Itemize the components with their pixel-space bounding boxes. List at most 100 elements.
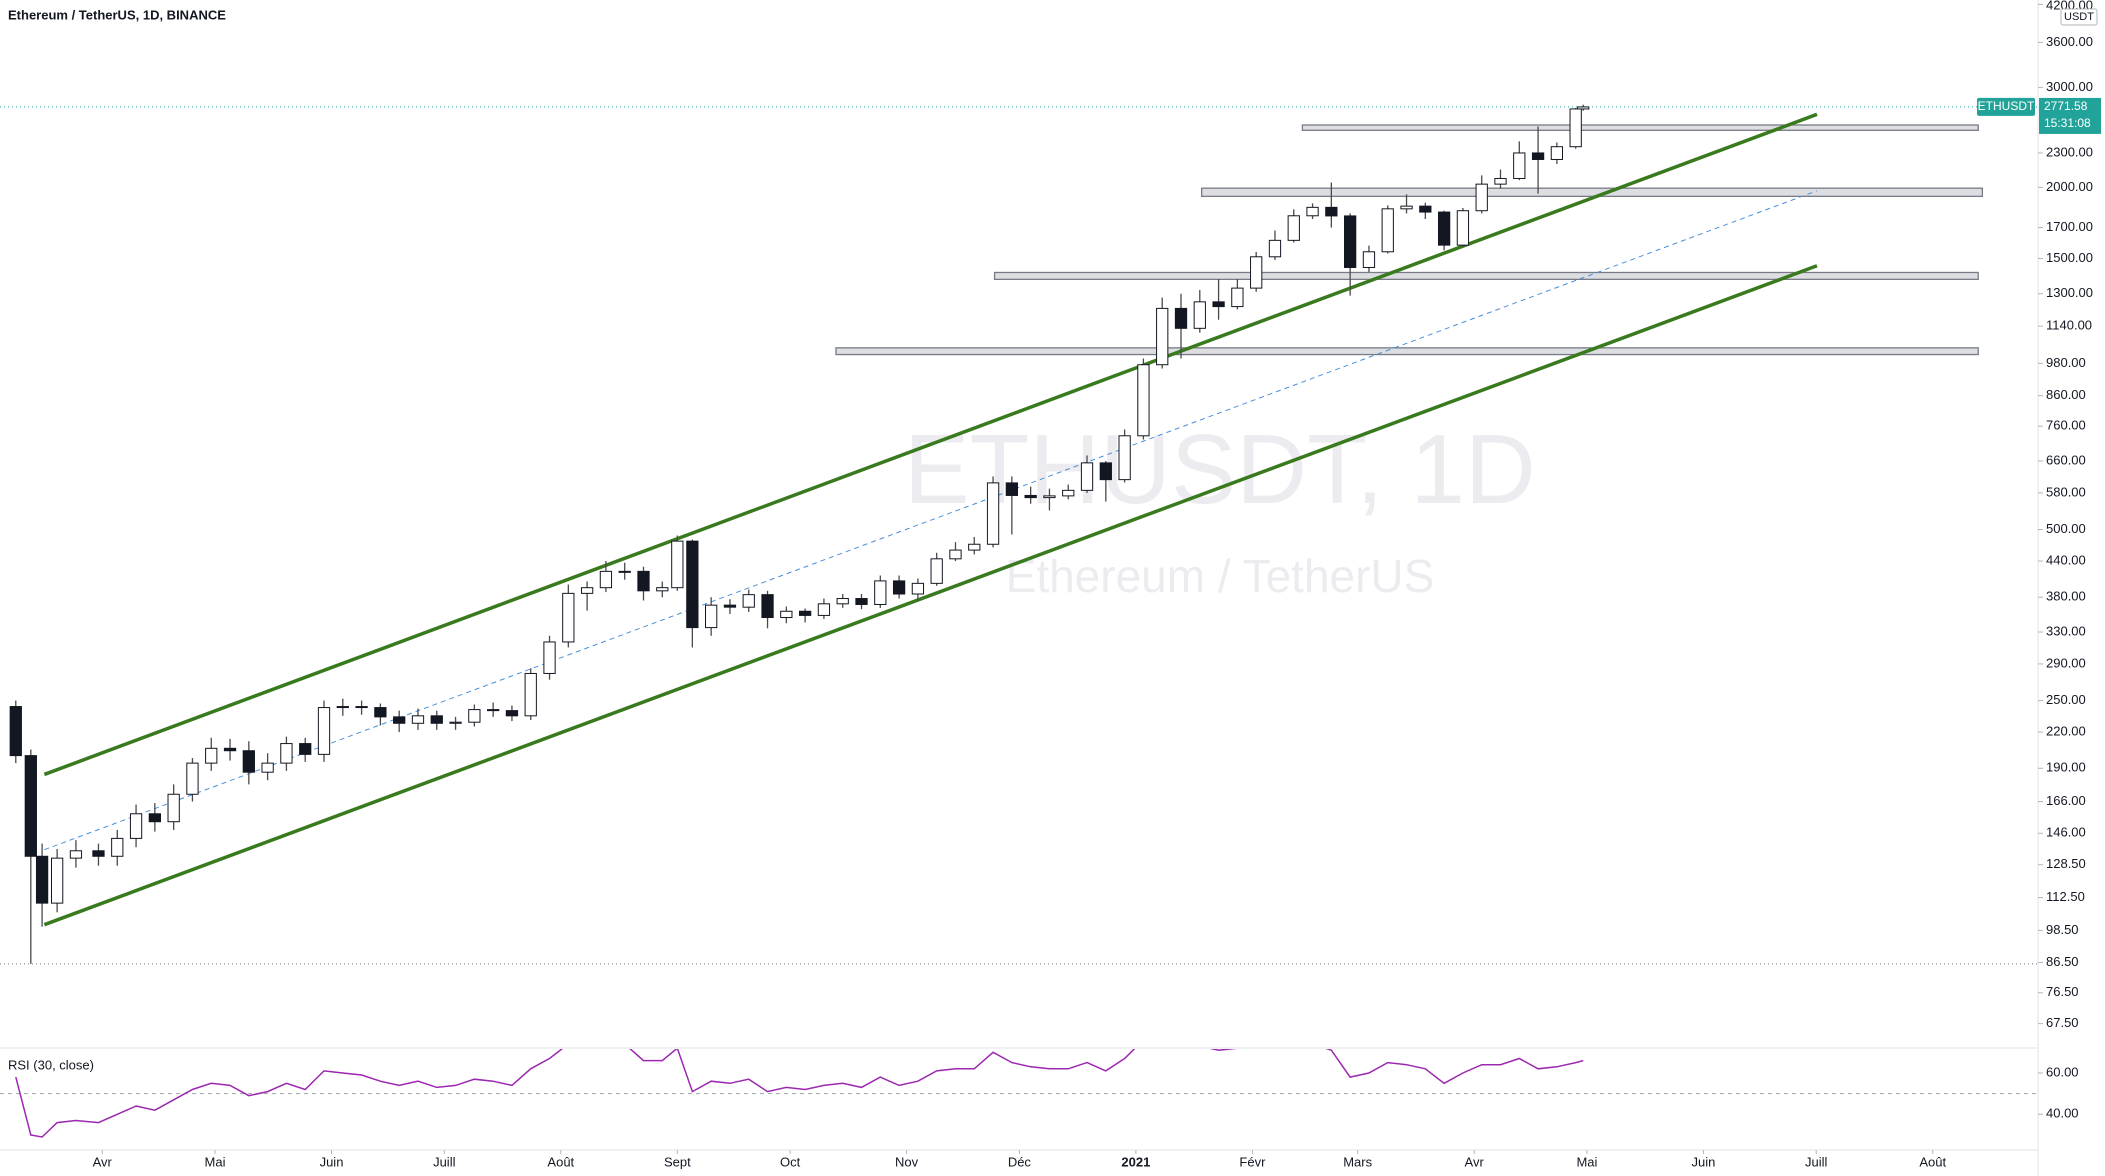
candle-body (1080, 462, 1094, 491)
y-tick-label: 760.00 (2046, 418, 2086, 433)
currency-label: USDT (2064, 11, 2094, 23)
candle-body (1475, 183, 1488, 212)
candle-body (911, 582, 925, 595)
candle-body (1099, 462, 1112, 481)
countdown: 15:31:08 (2044, 116, 2091, 130)
candle-body (1577, 106, 1590, 110)
candle-body (949, 549, 962, 560)
candle-body (223, 747, 237, 752)
candle-body (874, 580, 887, 605)
y-tick-label: 3600.00 (2046, 34, 2093, 49)
candle-body (761, 594, 774, 619)
candle-body (1193, 301, 1206, 329)
candle-body (1494, 177, 1507, 185)
x-tick-label: Juill (433, 1154, 456, 1169)
candle-body (50, 857, 64, 904)
axes: 4200.003600.003000.002300.002000.001700.… (93, 0, 2101, 1169)
candle-body (968, 543, 981, 551)
candle-body (1437, 211, 1451, 246)
rsi-line (15, 1049, 1584, 1138)
candle-body (242, 750, 255, 773)
y-tick-label: 980.00 (2046, 355, 2086, 370)
y-tick-label: 76.50 (2046, 984, 2079, 999)
candle-body (817, 603, 831, 616)
candle-body (449, 721, 462, 724)
candle-body (129, 813, 143, 839)
x-tick-label: Avr (1465, 1154, 1485, 1169)
candle-body (1400, 205, 1413, 210)
candle-body (686, 540, 699, 629)
price-pane (0, 104, 2038, 965)
x-tick-label: Déc (1008, 1154, 1032, 1169)
candle-body (280, 743, 293, 764)
candle-body (1569, 108, 1582, 148)
y-tick-label: 1140.00 (2046, 318, 2092, 333)
candle-body (1174, 307, 1188, 329)
y-tick-label: 98.50 (2046, 922, 2079, 937)
candle-body (1513, 152, 1526, 179)
candle-body (1362, 251, 1376, 268)
y-tick-label: 500.00 (2046, 521, 2086, 536)
candle-body (599, 570, 613, 589)
candle-body (1005, 482, 1018, 496)
candle-body (1212, 301, 1225, 308)
candle-body (111, 837, 124, 857)
zone (1201, 187, 1984, 198)
y-tick-label: 1300.00 (2046, 285, 2093, 300)
candle-body (299, 743, 312, 755)
x-tick-label: Juin (1692, 1154, 1716, 1169)
candle-body (35, 855, 49, 904)
price-badge-bg (2039, 97, 2101, 134)
watermark: ETHUSDT, 1D (904, 414, 1536, 524)
candle-body (705, 604, 718, 629)
candle-body (637, 570, 650, 592)
y-tick-label: 250.00 (2046, 692, 2086, 707)
candle-body (1118, 435, 1131, 481)
candle-body (930, 558, 943, 584)
candle-body (855, 598, 868, 605)
x-tick-label: Sept (664, 1154, 691, 1169)
y-tick-label: 190.00 (2046, 760, 2086, 775)
watermark-subtitle: Ethereum / TetherUS (1006, 550, 1435, 602)
candle-body (986, 482, 1000, 545)
candle-body (1024, 494, 1037, 499)
x-tick-label: Avr (93, 1154, 113, 1169)
candle-body (336, 706, 349, 709)
zone (993, 271, 1979, 281)
x-tick-label: Nov (895, 1154, 919, 1169)
candle-body (1043, 495, 1056, 499)
y-tick-label: 112.50 (2046, 889, 2085, 904)
candle-body (374, 707, 387, 718)
y-tick-label: 67.50 (2046, 1015, 2079, 1030)
candle-body (167, 793, 180, 823)
y-tick-label: 146.00 (2046, 825, 2086, 840)
candle-body (430, 715, 443, 724)
candle-body (69, 850, 83, 859)
candle-body (742, 594, 755, 608)
y-tick-label: 380.00 (2046, 589, 2086, 604)
x-tick-label: Août (547, 1154, 574, 1169)
y-tick-label: 1500.00 (2046, 250, 2093, 265)
rsi-tick-label: 60.00 (2046, 1064, 2079, 1079)
candle-body (186, 762, 199, 795)
y-tick-label: 660.00 (2046, 452, 2086, 467)
candle-body (1456, 210, 1470, 246)
candle-body (836, 598, 849, 605)
candle-body (1250, 256, 1263, 289)
y-tick-label: 86.50 (2046, 954, 2079, 969)
candle-body (1306, 206, 1319, 217)
x-tick-label: Févr (1239, 1154, 1266, 1169)
candle-body (468, 709, 481, 723)
rsi-tick-label: 40.00 (2046, 1106, 2079, 1121)
channel-line (43, 112, 1818, 777)
zone (1301, 124, 1979, 131)
y-tick-label: 3000.00 (2046, 79, 2093, 94)
chart-title: Ethereum / TetherUS, 1D, BINANCE (8, 7, 226, 22)
candle-body (656, 587, 669, 592)
candle-body (1325, 206, 1338, 217)
channel-line (43, 264, 1818, 927)
candle-body (487, 709, 500, 712)
candle-body (1231, 287, 1244, 308)
y-tick-label: 1700.00 (2046, 219, 2093, 234)
